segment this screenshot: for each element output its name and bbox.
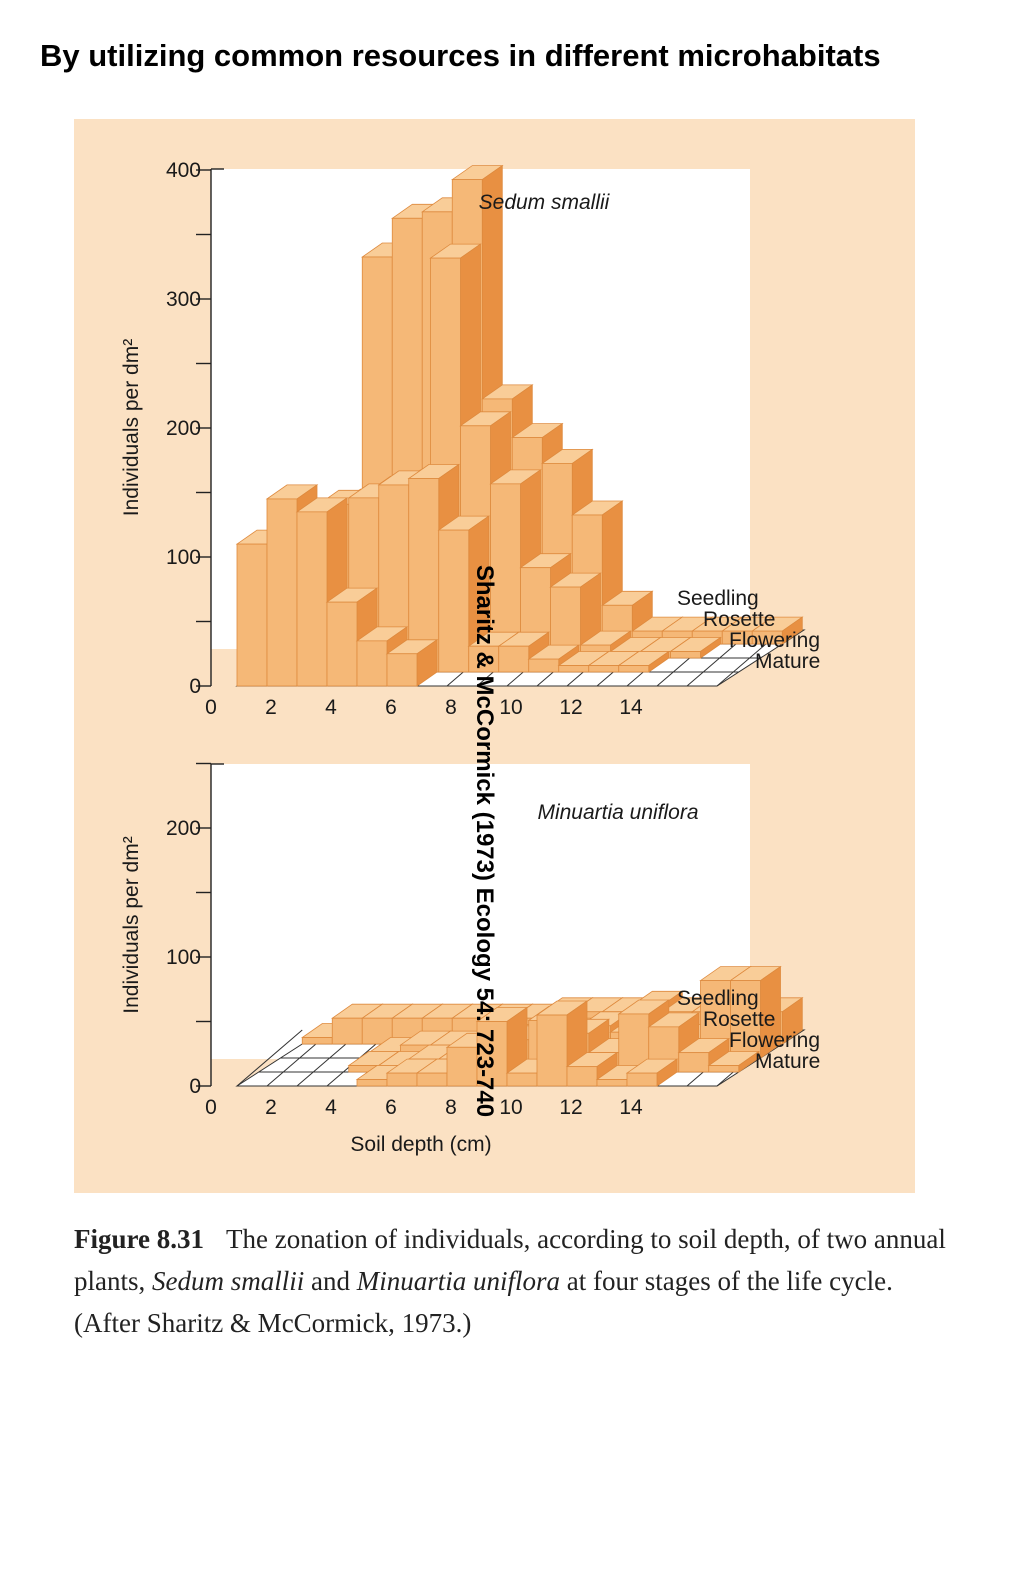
x-tick-label: 2 xyxy=(265,696,277,719)
y-tick-label: 0 xyxy=(189,1075,201,1098)
bar-front xyxy=(386,653,418,687)
bar-front xyxy=(670,651,701,659)
bar xyxy=(617,650,671,673)
y-tick-label: 400 xyxy=(166,159,201,182)
series-label: Rosette xyxy=(703,608,775,631)
bar xyxy=(475,1006,529,1087)
floor-grid-line xyxy=(236,1029,303,1087)
bar-front xyxy=(730,980,761,1059)
bar xyxy=(437,515,491,673)
series-label: Seedling xyxy=(677,987,759,1010)
y-axis-label: Individuals per dm² xyxy=(120,836,143,1013)
x-tick-label: 8 xyxy=(445,696,457,719)
caption-species-1: Sedum smallii xyxy=(152,1266,305,1296)
figure-caption: Figure 8.31 The zonation of individuals, … xyxy=(74,1218,954,1344)
bar-front xyxy=(751,630,783,645)
bar xyxy=(729,965,782,1059)
caption-text-1: The zonation of individuals, according t… xyxy=(74,1224,946,1296)
page-headline: By utilizing common resources in differe… xyxy=(40,38,881,73)
bar-front xyxy=(678,1052,710,1073)
chart-2: 0 100 200 Individuals per dm² 0 2 4 6 8 10 12 14 Soi… xyxy=(120,762,820,1156)
y-tick-label: 100 xyxy=(166,546,201,569)
series-label: Mature xyxy=(755,650,820,673)
x-tick-label: 6 xyxy=(385,1096,397,1119)
caption-text-3: at four stages of the life cycle. (After… xyxy=(74,1266,893,1338)
chart-title: Minuartia uniflora xyxy=(537,801,698,824)
bar-front xyxy=(596,1079,628,1087)
figure-label: Figure 8.31 xyxy=(74,1224,204,1254)
y-axis-label: Individuals per dm² xyxy=(120,339,143,516)
y-tick-label: 200 xyxy=(166,817,201,840)
x-tick-label: 10 xyxy=(499,1096,522,1119)
y-tick-label: 200 xyxy=(166,417,201,440)
bar-front xyxy=(708,1065,740,1073)
x-tick-label: 4 xyxy=(325,696,337,719)
bar-front xyxy=(476,1021,508,1087)
y-tick-label: 0 xyxy=(189,675,201,698)
bar-front xyxy=(301,1037,333,1045)
bar-front xyxy=(446,1046,478,1087)
chart-1: 0 100 200 300 400 Individuals per dm² 0 2 4 6 8 10 1… xyxy=(120,159,820,719)
series-label: Rosette xyxy=(703,1008,775,1031)
bar-front xyxy=(558,665,590,673)
citation-vertical: Sharitz & McCormick (1973) Ecology 54: 7… xyxy=(471,564,498,1118)
bar-front xyxy=(386,1072,418,1087)
x-tick-label: 2 xyxy=(265,1096,277,1119)
bar-front xyxy=(490,483,521,659)
bar-front xyxy=(326,601,358,687)
bar-front xyxy=(566,1066,598,1087)
x-tick-label: 8 xyxy=(445,1096,457,1119)
x-tick-label: 14 xyxy=(619,1096,643,1119)
bar xyxy=(625,1058,679,1087)
x-tick-label: 14 xyxy=(619,696,643,719)
bar-front xyxy=(528,658,560,673)
bar-front xyxy=(498,645,530,673)
x-tick-label: 10 xyxy=(499,696,522,719)
y-tick-label: 100 xyxy=(166,946,201,969)
bar xyxy=(707,1050,761,1073)
x-tick-label: 4 xyxy=(325,1096,337,1119)
chart-title: Sedum smallii xyxy=(479,191,611,214)
bar-front xyxy=(266,498,298,687)
x-tick-label: 6 xyxy=(385,696,397,719)
bar xyxy=(669,636,722,659)
series-label: Seedling xyxy=(677,587,759,610)
bar-front xyxy=(536,1014,568,1087)
bar xyxy=(751,616,804,645)
bar-front xyxy=(506,1072,538,1087)
bar-front xyxy=(588,665,620,673)
caption-text-2: and xyxy=(311,1266,350,1296)
caption-species-2: Minuartia uniflora xyxy=(356,1266,560,1296)
bar-front xyxy=(331,1017,363,1045)
bar-front xyxy=(236,543,268,687)
series-label: Flowering xyxy=(729,629,820,652)
x-tick-label: 0 xyxy=(205,1096,217,1119)
bar-front xyxy=(438,529,470,673)
series-label: Flowering xyxy=(729,1029,820,1052)
bar-front xyxy=(356,640,388,687)
bar-front xyxy=(416,1072,448,1087)
bar-front xyxy=(296,511,328,687)
figure-panel: 0 100 200 300 400 Individuals per dm² 0 2 4 6 8 10 1… xyxy=(74,119,915,1193)
bar-front xyxy=(626,1072,658,1087)
bar-front xyxy=(618,665,650,673)
bar xyxy=(385,639,439,687)
bar-front xyxy=(356,1079,388,1087)
bar xyxy=(489,469,542,659)
x-tick-label: 0 xyxy=(205,696,217,719)
y-tick-label: 300 xyxy=(166,288,201,311)
x-axis-label: Soil depth (cm) xyxy=(350,1133,491,1156)
x-tick-label: 12 xyxy=(559,1096,582,1119)
series-label: Mature xyxy=(755,1050,820,1073)
x-tick-label: 12 xyxy=(559,696,582,719)
